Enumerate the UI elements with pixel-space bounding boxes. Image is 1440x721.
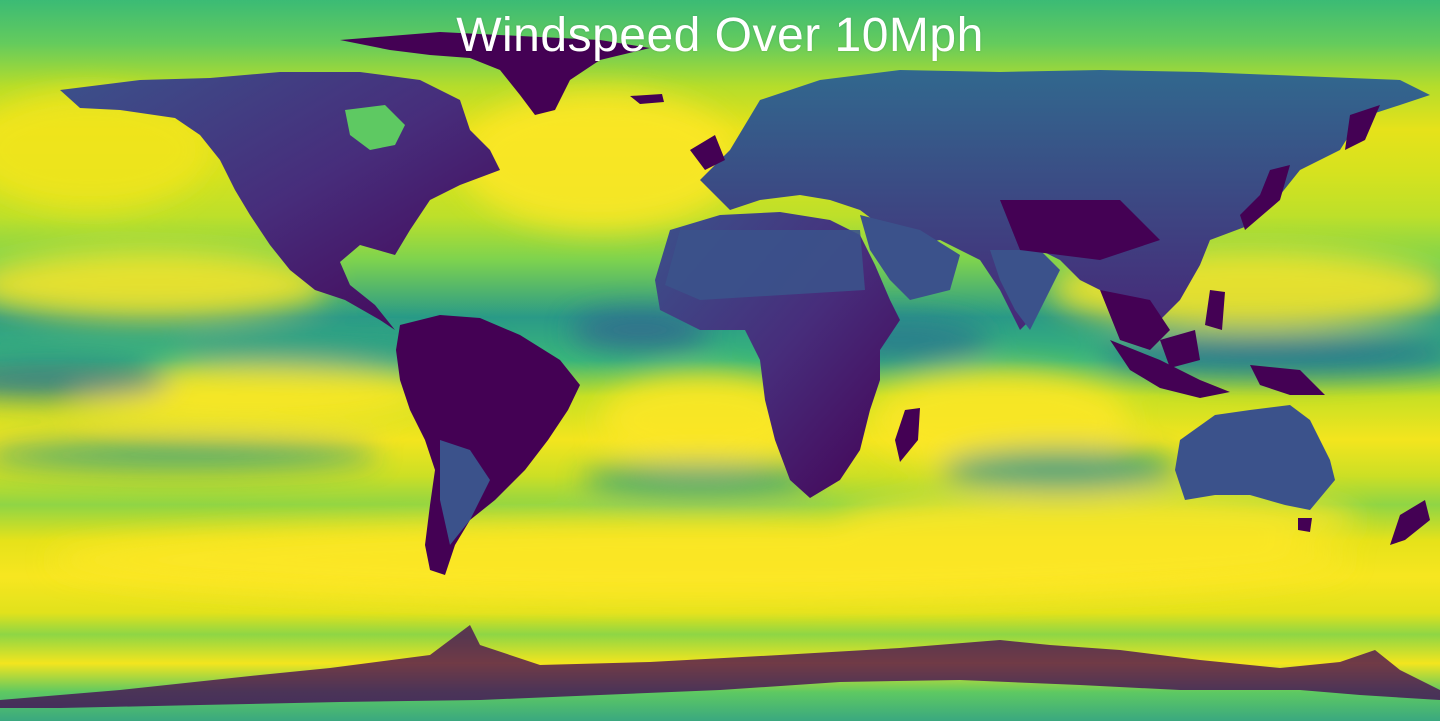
tasmania bbox=[1298, 518, 1312, 532]
sahara bbox=[665, 230, 865, 300]
iceland bbox=[630, 94, 664, 104]
south-america bbox=[396, 315, 580, 575]
philippines bbox=[1205, 290, 1225, 330]
madagascar bbox=[895, 408, 920, 462]
borneo bbox=[1160, 330, 1200, 368]
new-zealand bbox=[1390, 500, 1430, 545]
map-title: Windspeed Over 10Mph bbox=[0, 8, 1440, 63]
australia bbox=[1175, 405, 1335, 510]
north-america bbox=[60, 72, 500, 330]
new-guinea bbox=[1250, 365, 1325, 395]
